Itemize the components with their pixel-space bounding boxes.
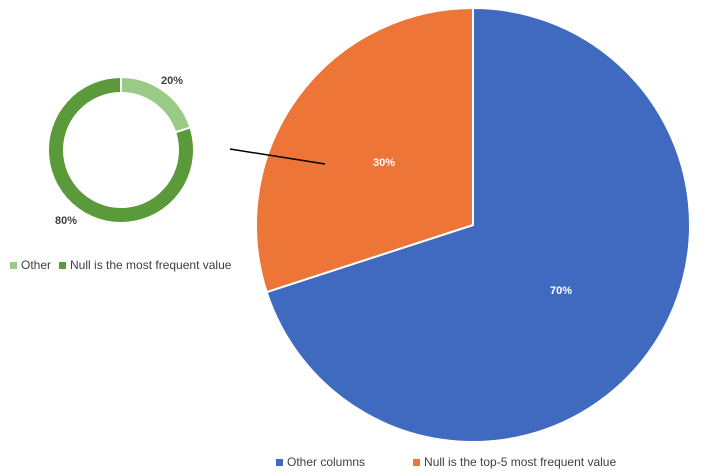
legend-item-other: Other xyxy=(10,258,51,272)
data-label-other-columns: 70% xyxy=(550,285,572,297)
legend-item-null-top5: Null is the top-5 most frequent value xyxy=(413,455,616,469)
donut-chart: 20% 80% xyxy=(47,75,195,227)
legend-swatch-null-top5 xyxy=(413,458,421,466)
slice-null-is-the-most-frequent-value xyxy=(47,75,195,224)
legend-item-other-columns: Other columns xyxy=(276,455,365,469)
pie-chart: 70% 30% xyxy=(255,6,691,443)
slice-null-is-the-top-5-most-frequent-value xyxy=(255,6,474,294)
legend-label-other: Other xyxy=(21,258,52,272)
legend-swatch-other-columns xyxy=(276,458,283,466)
connector-line xyxy=(229,148,326,165)
data-label-null-is-the-top-5-most-frequent-value: 30% xyxy=(373,157,395,169)
legend-item-null-most-frequent: Null is the most frequent value xyxy=(59,258,231,272)
slice-other-columns xyxy=(265,6,691,443)
data-label-null-is-the-most-frequent-value: 80% xyxy=(55,215,77,227)
pie-legend: Other columns Null is the top-5 most fre… xyxy=(276,455,616,469)
donut-legend: Other Null is the most frequent value xyxy=(10,258,231,272)
legend-swatch-null-most-frequent xyxy=(59,261,67,269)
legend-label-null-most-frequent: Null is the most frequent value xyxy=(70,258,232,272)
legend-label-null-top5: Null is the top-5 most frequent value xyxy=(424,455,617,469)
legend-label-other-columns: Other columns xyxy=(287,455,366,469)
data-label-other: 20% xyxy=(161,75,183,87)
legend-swatch-other xyxy=(10,261,17,269)
